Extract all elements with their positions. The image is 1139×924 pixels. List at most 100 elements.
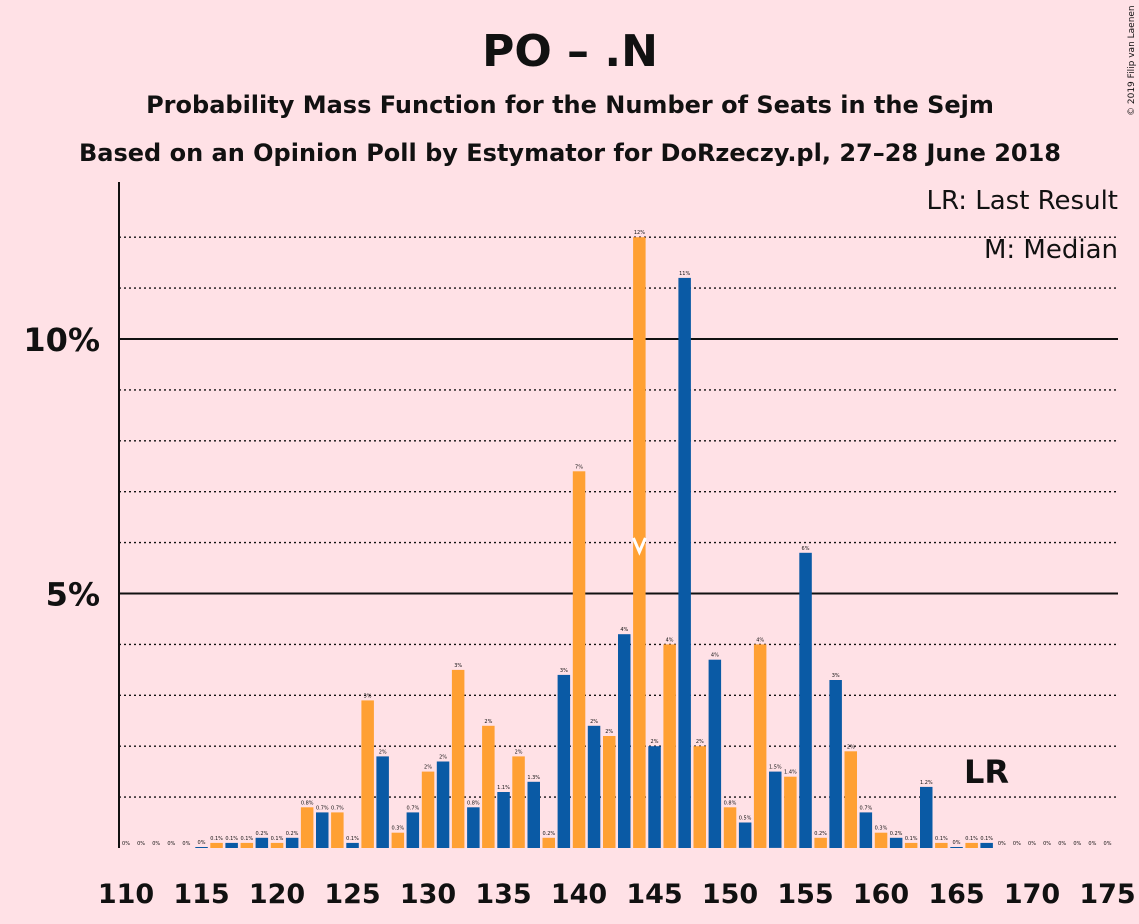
data-label-seat-119: 0.2% bbox=[256, 831, 269, 837]
x-tick-label: 155 bbox=[777, 879, 833, 910]
data-label-seat-173: 0% bbox=[1073, 841, 1081, 847]
data-label-seat-125: 0.1% bbox=[346, 836, 359, 842]
bar-seat-159 bbox=[859, 812, 873, 848]
bar-seat-135 bbox=[497, 792, 510, 848]
data-label-seat-138: 0.2% bbox=[542, 831, 555, 837]
x-tick-label: 120 bbox=[249, 879, 305, 910]
bar-seat-120 bbox=[270, 842, 284, 848]
data-label-seat-130: 2% bbox=[424, 765, 432, 771]
bar-seat-130 bbox=[421, 771, 435, 848]
bar-seat-149 bbox=[708, 659, 722, 848]
data-label-seat-175: 0% bbox=[1104, 841, 1112, 847]
bar-seat-153 bbox=[769, 771, 782, 848]
bar-seat-121 bbox=[285, 837, 299, 848]
data-label-seat-162: 0.1% bbox=[905, 836, 918, 842]
data-label-seat-140: 7% bbox=[575, 464, 583, 470]
bar-seat-141 bbox=[587, 725, 601, 848]
x-tick-labels: 110 115 120 125 130 135 140 145 150 155 160 165 170 1… bbox=[98, 879, 1136, 910]
x-tick-label: 140 bbox=[551, 879, 607, 910]
data-label-seat-144: 12% bbox=[634, 230, 645, 236]
data-label-seat-152: 4% bbox=[756, 637, 764, 643]
y-tick-labels: 5% 10% bbox=[23, 321, 100, 614]
bar-seat-163 bbox=[920, 786, 933, 848]
data-label-seat-133: 0.8% bbox=[467, 800, 480, 806]
data-label-seat-122: 0.8% bbox=[301, 800, 314, 806]
data-label-seat-135: 1.1% bbox=[497, 785, 510, 791]
data-label-seat-172: 0% bbox=[1058, 841, 1066, 847]
data-label-seat-128: 0.3% bbox=[391, 826, 404, 832]
bar-seat-123 bbox=[316, 812, 329, 848]
data-label-seat-117: 0.1% bbox=[225, 836, 238, 842]
data-label-seat-170: 0% bbox=[1028, 841, 1036, 847]
bar-seat-146 bbox=[663, 644, 676, 848]
data-label-seat-149: 4% bbox=[711, 653, 719, 659]
median-marker bbox=[632, 537, 647, 556]
legend-last-result: LR: Last Result bbox=[926, 186, 1118, 216]
bar-seat-148 bbox=[693, 746, 706, 848]
bar-seat-142 bbox=[603, 736, 616, 848]
data-label-seat-146: 4% bbox=[666, 637, 674, 643]
data-label-seat-121: 0.2% bbox=[286, 831, 299, 837]
bar-seat-136 bbox=[512, 756, 525, 848]
bar-seat-157 bbox=[829, 680, 842, 848]
bar-seat-164 bbox=[935, 842, 948, 848]
bar-seat-144 bbox=[633, 237, 646, 848]
bar-seat-162 bbox=[904, 842, 918, 848]
bar-seat-139 bbox=[557, 674, 571, 848]
chart-subtitle-2: Based on an Opinion Poll by Estymator fo… bbox=[79, 139, 1061, 167]
bar-seat-143 bbox=[618, 634, 631, 848]
data-label-seat-163: 1.2% bbox=[920, 780, 933, 786]
data-label-seat-110: 0% bbox=[122, 841, 130, 847]
data-label-seat-174: 0% bbox=[1088, 841, 1096, 847]
data-label-seat-134: 2% bbox=[484, 719, 492, 725]
legend-median: M: Median bbox=[984, 235, 1118, 265]
data-labels: 0% 0% 0% 0% 0% 0%0.1% 0.1% 0.1%0.2%0.1%0.2%0.8%… bbox=[122, 230, 1112, 847]
data-label-seat-114: 0% bbox=[182, 841, 190, 847]
data-label-seat-132: 3% bbox=[454, 663, 462, 669]
bar-seat-166 bbox=[965, 842, 978, 848]
data-label-seat-156: 0.2% bbox=[814, 831, 827, 837]
data-label-seat-147: 11% bbox=[679, 271, 690, 277]
bar-seat-160 bbox=[874, 832, 888, 848]
bar-seat-125 bbox=[346, 842, 359, 848]
last-result-marker: LR bbox=[964, 753, 1009, 791]
bar-seat-124 bbox=[331, 812, 344, 848]
x-tick-label: 135 bbox=[475, 879, 531, 910]
bar-seat-154 bbox=[784, 776, 797, 848]
bar-seat-147 bbox=[678, 277, 691, 848]
x-tick-label: 160 bbox=[853, 879, 909, 910]
x-tick-label: 145 bbox=[626, 879, 682, 910]
data-label-seat-151: 0.5% bbox=[739, 816, 752, 822]
bar-seat-161 bbox=[889, 837, 903, 848]
bar-seat-137 bbox=[527, 781, 540, 848]
bar-seat-132 bbox=[451, 669, 465, 849]
bar-seat-151 bbox=[738, 822, 752, 848]
bar-seat-127 bbox=[376, 756, 389, 848]
data-label-seat-155: 6% bbox=[802, 546, 810, 552]
data-label-seat-112: 0% bbox=[152, 841, 160, 847]
data-label-seat-145: 2% bbox=[651, 739, 659, 745]
data-label-seat-139: 3% bbox=[560, 668, 568, 674]
bar-seat-134 bbox=[482, 725, 495, 848]
data-label-seat-136: 2% bbox=[515, 749, 523, 755]
data-label-seat-137: 1.3% bbox=[527, 775, 540, 781]
data-label-seat-124: 0.7% bbox=[331, 805, 344, 811]
chart-subtitle-1: Probability Mass Function for the Number… bbox=[146, 91, 994, 119]
data-label-seat-160: 0.3% bbox=[875, 826, 888, 832]
data-label-seat-161: 0.2% bbox=[890, 831, 903, 837]
data-label-seat-129: 0.7% bbox=[407, 805, 420, 811]
data-label-seat-168: 0% bbox=[998, 841, 1006, 847]
data-label-seat-123: 0.7% bbox=[316, 805, 329, 811]
bar-seat-122 bbox=[300, 807, 314, 848]
data-label-seat-127: 2% bbox=[379, 749, 387, 755]
data-label-seat-150: 0.8% bbox=[724, 800, 737, 806]
data-label-seat-153: 1.5% bbox=[769, 765, 782, 771]
bar-seat-117 bbox=[225, 842, 238, 848]
bar-seat-155 bbox=[799, 552, 812, 848]
data-label-seat-126: 3% bbox=[364, 693, 372, 699]
data-label-seat-164: 0.1% bbox=[935, 836, 948, 842]
x-tick-label: 170 bbox=[1004, 879, 1060, 910]
data-label-seat-159: 0.7% bbox=[860, 805, 873, 811]
x-tick-label: 150 bbox=[702, 879, 758, 910]
data-label-seat-111: 0% bbox=[137, 841, 145, 847]
